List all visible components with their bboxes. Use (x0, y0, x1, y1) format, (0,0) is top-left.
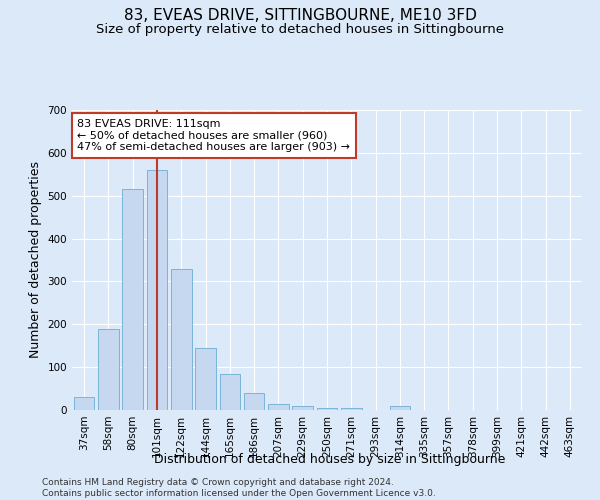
Bar (389, 406, 410, 410)
Bar (244, 393, 265, 410)
Bar (74, 397, 94, 410)
Bar (195, 348, 216, 410)
Bar (98, 328, 119, 410)
Bar (146, 170, 167, 410)
Bar (341, 408, 362, 410)
Bar (317, 408, 337, 410)
Bar (220, 374, 240, 410)
Y-axis label: Number of detached properties: Number of detached properties (29, 162, 42, 358)
Bar (171, 268, 191, 410)
Text: Size of property relative to detached houses in Sittingbourne: Size of property relative to detached ho… (96, 22, 504, 36)
Text: Contains HM Land Registry data © Crown copyright and database right 2024.
Contai: Contains HM Land Registry data © Crown c… (42, 478, 436, 498)
Text: 83, EVEAS DRIVE, SITTINGBOURNE, ME10 3FD: 83, EVEAS DRIVE, SITTINGBOURNE, ME10 3FD (124, 8, 476, 22)
Text: Distribution of detached houses by size in Sittingbourne: Distribution of detached houses by size … (154, 452, 506, 466)
Bar (122, 190, 143, 410)
Bar (268, 404, 289, 410)
Bar (292, 406, 313, 410)
Text: 83 EVEAS DRIVE: 111sqm
← 50% of detached houses are smaller (960)
47% of semi-de: 83 EVEAS DRIVE: 111sqm ← 50% of detached… (77, 119, 350, 152)
